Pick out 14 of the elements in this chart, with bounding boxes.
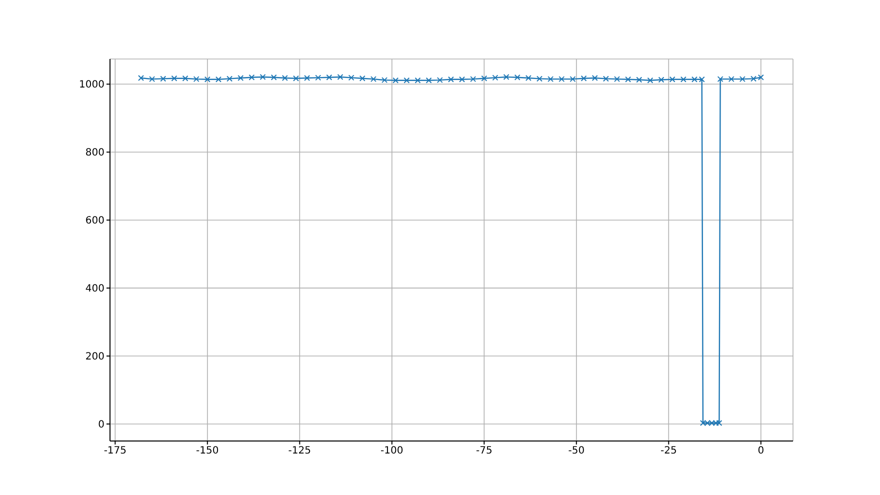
y-tick-label: 1000 <box>79 80 104 91</box>
y-tick-label: 0 <box>98 420 104 431</box>
y-tick-label: 600 <box>85 216 104 227</box>
x-tick-label: -25 <box>660 446 677 457</box>
y-tick-label: 400 <box>85 284 104 295</box>
x-tick-label: -125 <box>288 446 312 457</box>
x-tick-label: -150 <box>196 446 219 457</box>
x-tick-label: -100 <box>380 446 404 457</box>
x-tick-label: -75 <box>476 446 492 457</box>
y-tick-label: 800 <box>85 148 104 159</box>
x-tick-label: -50 <box>568 446 585 457</box>
x-tick-label: 0 <box>758 446 764 457</box>
y-tick-label: 200 <box>85 352 104 363</box>
x-tick-label: -175 <box>104 446 127 457</box>
